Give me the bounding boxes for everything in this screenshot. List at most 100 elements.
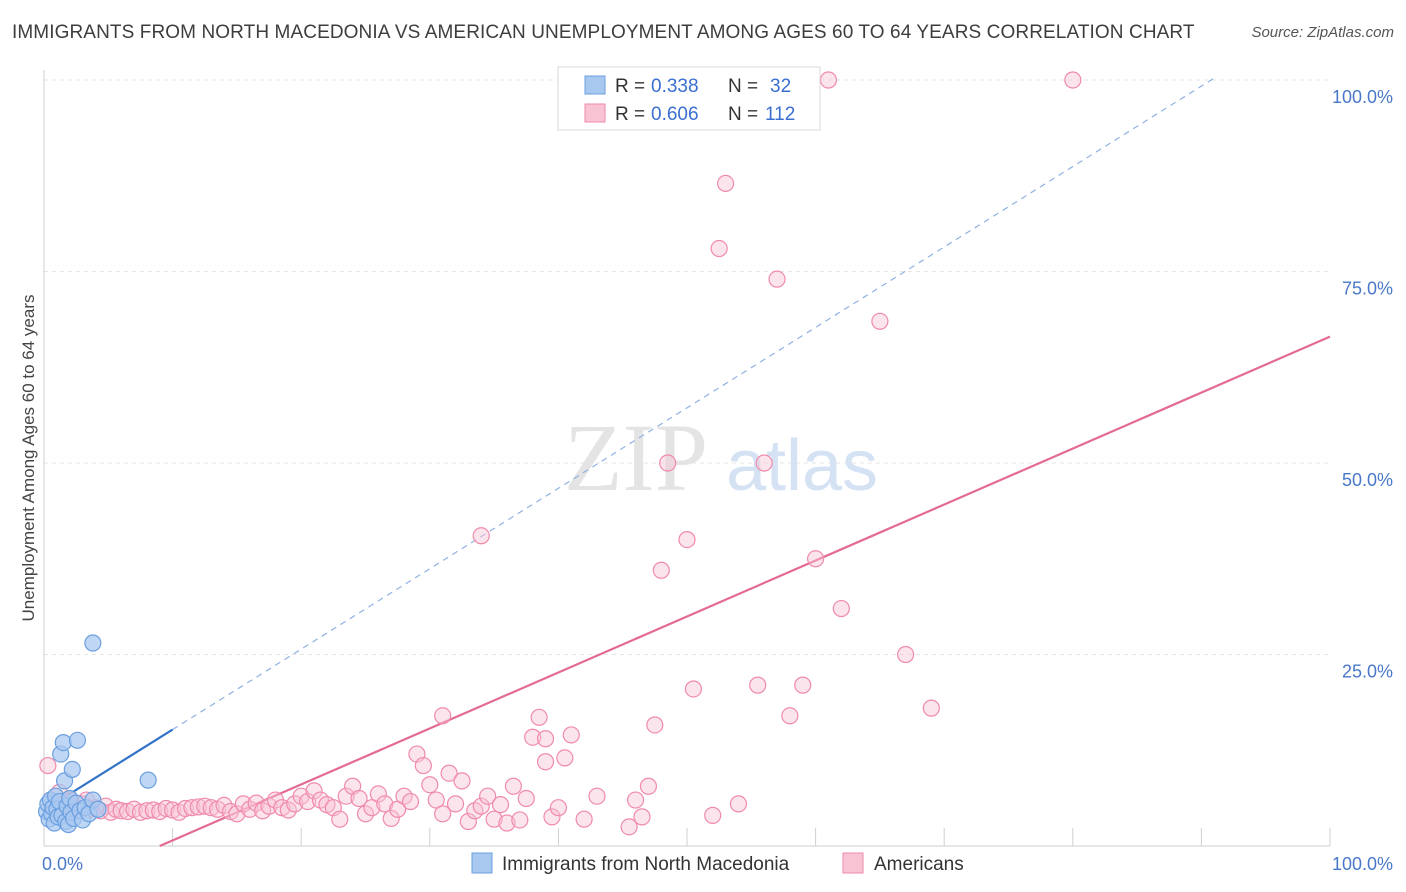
legend-r-label-2: R = (615, 104, 645, 125)
legend-r-label-1: R = (615, 76, 645, 97)
point-americans-78 (498, 814, 516, 832)
point-americans-55 (350, 789, 368, 808)
bottom-legend-label-macedonia: Immigrants from North Macedonia (502, 854, 790, 875)
point-americans-74 (472, 797, 490, 815)
point-americans-30 (189, 798, 207, 816)
point-americans-76 (485, 810, 503, 828)
point-americans-69 (440, 764, 458, 782)
point-americans-116 (871, 312, 889, 330)
grid-lines (44, 79, 1330, 655)
point-americans-41 (260, 797, 278, 815)
point-americans-18 (112, 802, 130, 820)
point-americans-96 (633, 808, 651, 826)
point-americans-111 (781, 707, 799, 725)
y-tick-label-1: 50.0% (1342, 470, 1393, 490)
point-americans-101 (678, 530, 696, 549)
point-americans-66 (421, 776, 439, 794)
legend-r-value-1: 0.338 (651, 76, 699, 97)
point-americans-94 (620, 818, 638, 836)
point-macedonia-31 (139, 771, 157, 789)
point-americans-91 (472, 527, 490, 545)
point-americans-84 (536, 753, 555, 771)
point-americans-48 (305, 782, 323, 800)
point-americans-31 (196, 797, 214, 815)
source-label: Source: ZipAtlas.com (1251, 24, 1394, 41)
point-americans-114 (819, 71, 838, 89)
x-tick-marks (43, 828, 1331, 846)
point-americans-89 (588, 787, 606, 805)
chart-title: IMMIGRANTS FROM NORTH MACEDONIA VS AMERI… (12, 22, 1195, 43)
point-macedonia-13 (54, 733, 72, 752)
point-americans-53 (337, 787, 355, 805)
y-tick-label-0: 25.0% (1342, 662, 1393, 682)
point-americans-82 (524, 728, 542, 746)
point-americans-115 (832, 599, 850, 618)
watermark-zip: ZIP (564, 404, 708, 511)
series-legend: Immigrants from North Macedonia American… (471, 852, 964, 875)
point-macedonia-23 (68, 731, 87, 749)
point-americans-23 (144, 801, 162, 819)
point-americans-0 (39, 756, 57, 775)
point-americans-83 (530, 708, 548, 726)
y-tick-label-2: 75.0% (1342, 279, 1393, 299)
point-americans-81 (517, 789, 535, 808)
point-americans-29 (183, 799, 201, 817)
point-macedonia-29 (89, 800, 107, 818)
point-americans-103 (704, 806, 722, 824)
point-americans-28 (176, 799, 195, 818)
point-americans-75 (479, 787, 497, 805)
point-americans-77 (491, 796, 510, 814)
point-americans-92 (536, 730, 555, 748)
point-americans-67 (427, 791, 445, 809)
trend-line-macedonia-extension (172, 77, 1215, 731)
point-americans-85 (543, 808, 561, 826)
point-americans-100 (659, 454, 677, 472)
legend-n-value-1: 32 (770, 76, 791, 97)
point-americans-117 (897, 645, 915, 664)
point-americans-95 (626, 791, 645, 809)
bottom-legend-swatch-americans (842, 852, 864, 874)
point-americans-107 (749, 676, 767, 694)
data-points (37, 71, 1082, 836)
point-americans-25 (157, 799, 175, 818)
x-tick-labels: 0.0% 100.0% (42, 854, 1393, 874)
point-americans-70 (446, 795, 465, 813)
point-americans-58 (369, 785, 387, 803)
point-americans-118 (922, 699, 940, 717)
bottom-legend-label-americans: Americans (874, 854, 964, 875)
trend-line-americans (159, 335, 1331, 848)
point-americans-102 (684, 680, 703, 698)
point-americans-119 (1064, 71, 1082, 89)
point-americans-112 (794, 676, 812, 694)
point-americans-104 (710, 239, 728, 258)
point-americans-72 (459, 812, 477, 831)
legend-r-value-2: 0.606 (651, 104, 699, 125)
legend-swatch-macedonia (584, 75, 606, 95)
legend-swatch-americans (584, 103, 606, 123)
point-americans-32 (202, 799, 220, 817)
stats-legend: R = 0.338 N = 32 R = 0.606 N = 112 (557, 66, 821, 131)
legend-n-value-2: 112 (765, 104, 795, 125)
point-americans-36 (228, 805, 246, 823)
bottom-legend-swatch-macedonia (471, 852, 493, 874)
point-americans-99 (652, 561, 670, 579)
point-americans-106 (729, 795, 748, 813)
y-tick-label-3: 100.0% (1332, 87, 1393, 107)
point-macedonia-30 (84, 634, 102, 652)
point-americans-87 (562, 726, 580, 744)
point-americans-65 (414, 756, 432, 775)
point-americans-79 (504, 777, 522, 795)
watermark-atlas: atlas (726, 426, 878, 506)
y-axis-label: Unemployment Among Ages 60 to 64 years (19, 295, 38, 622)
point-americans-80 (511, 811, 529, 829)
point-americans-38 (241, 800, 259, 818)
point-americans-34 (215, 796, 233, 815)
point-americans-110 (768, 270, 786, 288)
point-americans-59 (376, 795, 394, 813)
point-americans-113 (806, 550, 825, 568)
x-tick-label-0: 0.0% (42, 854, 83, 874)
legend-n-label-1: N = (728, 76, 758, 97)
point-americans-52 (331, 810, 349, 828)
point-americans-56 (356, 805, 375, 823)
